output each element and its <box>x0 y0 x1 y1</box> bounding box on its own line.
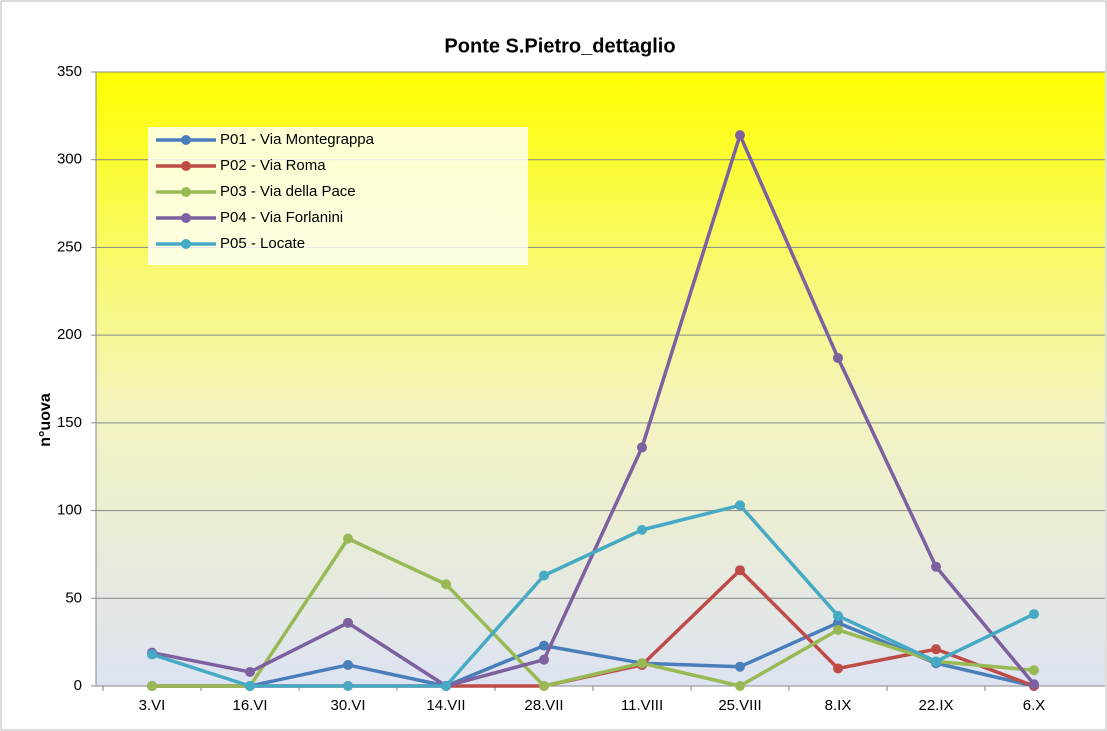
data-point <box>1029 609 1039 620</box>
legend-label: P04 - Via Forlanini <box>220 209 343 226</box>
data-point <box>441 579 451 590</box>
series-line <box>152 621 1035 688</box>
data-point <box>539 570 549 581</box>
series-line <box>152 536 1035 688</box>
data-point <box>637 658 647 669</box>
legend-marker <box>181 187 191 197</box>
data-point <box>441 681 451 691</box>
legend-label: P05 - Locate <box>220 235 305 252</box>
x-tick-label: 11.VIII <box>621 697 663 714</box>
y-tick-label: 0 <box>74 677 82 694</box>
legend-marker <box>181 161 191 171</box>
y-tick-label: 350 <box>57 63 82 80</box>
data-point <box>735 565 745 576</box>
data-point <box>1029 679 1039 690</box>
data-point <box>147 681 157 691</box>
data-point <box>735 130 745 141</box>
y-tick-label: 200 <box>57 326 82 343</box>
data-point <box>343 659 353 670</box>
data-point <box>539 681 549 691</box>
data-point <box>931 561 941 572</box>
data-point <box>833 352 843 363</box>
y-tick-label: 150 <box>57 414 82 431</box>
legend-label: P01 - Via Montegrappa <box>220 131 375 148</box>
chart-title: Ponte S.Pietro_dettaglio <box>444 35 675 57</box>
legend-label: P02 - Via Roma <box>220 157 326 174</box>
y-tick-label: 250 <box>57 238 82 255</box>
data-point <box>833 624 843 635</box>
y-tick-label: 100 <box>57 502 82 519</box>
x-tick-label: 3.VI <box>139 697 166 714</box>
data-point <box>245 681 255 691</box>
x-tick-label: 16.VI <box>232 697 267 714</box>
data-point <box>833 617 843 628</box>
data-point <box>343 617 353 628</box>
x-tick-label: 22.IX <box>918 697 953 714</box>
series-line <box>151 503 1035 688</box>
legend-box <box>148 127 528 265</box>
data-point <box>637 524 647 535</box>
legend-marker <box>181 239 191 249</box>
x-tick-label: 6.X <box>1023 697 1046 714</box>
data-point <box>735 500 745 511</box>
y-axis-label: n°uova <box>37 393 54 447</box>
x-tick-label: 25.VIII <box>718 697 761 714</box>
y-tick-label: 300 <box>57 151 82 168</box>
data-point <box>637 442 647 453</box>
data-point <box>245 666 255 677</box>
legend-label: P03 - Via della Pace <box>220 183 356 200</box>
x-tick-label: 30.VI <box>330 697 365 714</box>
data-point <box>931 656 941 667</box>
data-point <box>539 640 549 651</box>
data-point <box>833 610 843 621</box>
x-tick-label: 28.VII <box>524 697 563 714</box>
data-point <box>833 663 843 674</box>
data-point <box>539 654 549 665</box>
legend-marker <box>181 135 191 145</box>
data-point <box>735 661 745 672</box>
data-point <box>1029 665 1039 676</box>
y-tick-label: 50 <box>65 589 82 606</box>
legend-marker <box>181 213 191 223</box>
data-point <box>147 649 157 660</box>
x-tick-label: 14.VII <box>426 697 465 714</box>
data-point <box>735 681 745 691</box>
data-point <box>343 681 353 691</box>
data-point <box>931 644 941 655</box>
data-point <box>343 533 353 544</box>
x-tick-label: 8.IX <box>825 697 852 714</box>
